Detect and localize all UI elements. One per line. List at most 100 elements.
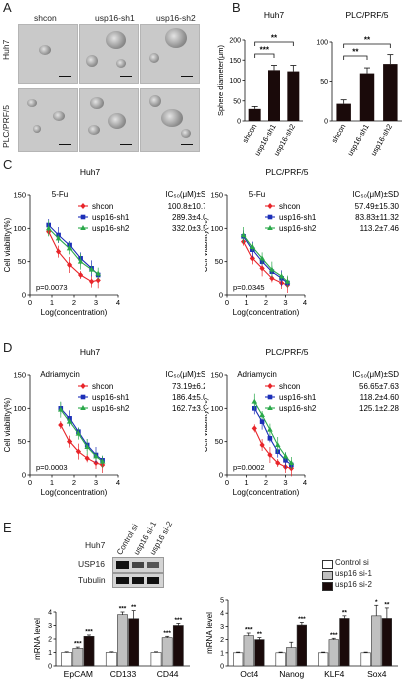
panel-label-b: B bbox=[232, 0, 241, 15]
x-tick-label: shcon bbox=[330, 123, 348, 145]
x-tick-label: shcon bbox=[241, 123, 259, 145]
y-tick-label: 150 bbox=[13, 191, 26, 200]
data-point bbox=[93, 453, 99, 459]
y-tick-label: 2 bbox=[220, 637, 224, 644]
data-point bbox=[89, 278, 95, 285]
blot-usp16-strip bbox=[112, 557, 164, 573]
data-point bbox=[80, 203, 86, 209]
x-tick-label: 1 bbox=[50, 298, 54, 307]
x-tick-label: 2 bbox=[72, 298, 76, 307]
x-tick-label: 4 bbox=[116, 478, 120, 487]
bar bbox=[172, 625, 184, 667]
x-tick-label: 3 bbox=[283, 478, 287, 487]
x-tick-label: 4 bbox=[303, 298, 307, 307]
bar bbox=[117, 614, 128, 667]
data-point bbox=[84, 444, 90, 449]
y-tick-label: 50 bbox=[215, 257, 223, 266]
ic50-value: 162.7±3.95 bbox=[172, 404, 205, 413]
significance-label: *** bbox=[85, 628, 93, 635]
y-tick-label: 150 bbox=[229, 58, 241, 65]
blot-cell-line: Huh7 bbox=[85, 540, 106, 550]
y-tick-label: 100 bbox=[229, 78, 241, 85]
y-tick-label: 100 bbox=[13, 224, 26, 233]
x-tick-label: 1 bbox=[244, 478, 248, 487]
p-value: p=0.0345 bbox=[233, 283, 265, 292]
y-tick-label: 5 bbox=[220, 598, 224, 605]
bar bbox=[61, 652, 73, 667]
panel-label-d: D bbox=[3, 340, 13, 355]
data-point bbox=[84, 455, 90, 462]
significance-bracket bbox=[343, 55, 368, 60]
data-point bbox=[240, 232, 247, 237]
data-point bbox=[67, 438, 73, 445]
y-tick-label: 2 bbox=[48, 637, 52, 644]
bar bbox=[296, 624, 307, 667]
y-tick-label: 100 bbox=[210, 404, 223, 413]
bar bbox=[150, 652, 162, 667]
y-axis-label: Cell viability(%) bbox=[205, 217, 209, 272]
x-tick-label: 0 bbox=[225, 478, 229, 487]
significance-bracket bbox=[254, 53, 275, 58]
y-tick-label: 0 bbox=[219, 291, 223, 300]
data-point bbox=[80, 383, 86, 389]
data-point bbox=[95, 277, 101, 284]
y-tick-label: 150 bbox=[13, 371, 26, 380]
legend-label: shcon bbox=[92, 202, 113, 211]
data-point bbox=[267, 383, 273, 389]
micrograph-plc-sh2 bbox=[140, 88, 200, 152]
ic50-value: 100.8±10.78 bbox=[168, 202, 205, 211]
y-tick-label: 100 bbox=[13, 404, 26, 413]
ic50-value: 118.2±4.60 bbox=[360, 393, 400, 402]
data-point bbox=[259, 412, 265, 417]
bar bbox=[254, 639, 265, 667]
legend-label: usp16-sh2 bbox=[279, 404, 317, 413]
p-value: p=0.0003 bbox=[36, 463, 68, 472]
legend-label-si2: usp16 si-2 bbox=[335, 580, 372, 589]
ic50-value: 73.19±6.25 bbox=[172, 382, 205, 391]
y-tick-label: 3 bbox=[220, 624, 224, 631]
data-point bbox=[282, 453, 289, 459]
x-tick-label: 2 bbox=[264, 298, 268, 307]
bar bbox=[105, 652, 117, 667]
chart-c-plc: PLC/PRF/5 5-Fu IC₅₀(μM)±SD 0 50 100 150 0 1 2 3 4Lo… bbox=[205, 167, 400, 317]
blot-tubulin-strip bbox=[112, 573, 164, 588]
data-point bbox=[288, 460, 295, 465]
y-tick-label: 0 bbox=[220, 664, 224, 671]
data-point bbox=[80, 225, 86, 230]
row-label-plc: PLC/PRF/5 bbox=[1, 105, 11, 148]
x-axis-label: Log(concentration) bbox=[41, 308, 108, 317]
chart-d-plc: PLC/PRF/5 Adriamycin IC₅₀(μM)±SD 0 50 100 150 0… bbox=[205, 347, 400, 497]
legend-label: usp16-sh1 bbox=[279, 393, 317, 402]
series-line bbox=[48, 231, 99, 283]
bar bbox=[383, 64, 398, 121]
col-label-shcon: shcon bbox=[34, 13, 57, 23]
bar bbox=[381, 618, 392, 667]
data-point bbox=[66, 418, 73, 424]
data-point bbox=[274, 442, 281, 447]
chart-subtitle: Adriamycin bbox=[40, 370, 80, 379]
significance-label: *** bbox=[119, 606, 127, 613]
y-axis-label: Cell viability(%) bbox=[3, 217, 12, 272]
ic50-value: 289.3±4.02 bbox=[172, 213, 205, 222]
significance-label: *** bbox=[163, 630, 171, 637]
bar bbox=[128, 618, 140, 667]
x-tick-label: 0 bbox=[28, 298, 32, 307]
data-point bbox=[45, 225, 52, 231]
chart-subtitle: 5-Fu bbox=[52, 190, 68, 199]
data-point bbox=[267, 203, 273, 209]
y-tick-label: 150 bbox=[210, 371, 223, 380]
data-point bbox=[77, 258, 84, 264]
chart-e-right: mRNA level012345*****Oct4***Nanog*****KL… bbox=[205, 598, 398, 679]
legend-label: usp16-sh2 bbox=[279, 224, 317, 233]
data-point bbox=[284, 278, 291, 284]
bar bbox=[336, 103, 351, 121]
chart-title: PLC/PRF/5 bbox=[266, 167, 309, 177]
ic50-value: 57.49±15.30 bbox=[355, 202, 400, 211]
data-point bbox=[267, 436, 273, 441]
ic50-header: IC₅₀(μM)±SD bbox=[352, 190, 399, 199]
data-point bbox=[99, 458, 106, 464]
legend-swatch-si1 bbox=[322, 571, 333, 580]
data-point bbox=[88, 266, 95, 272]
y-tick-label: 0 bbox=[48, 664, 52, 671]
y-tick-label: 50 bbox=[215, 437, 223, 446]
